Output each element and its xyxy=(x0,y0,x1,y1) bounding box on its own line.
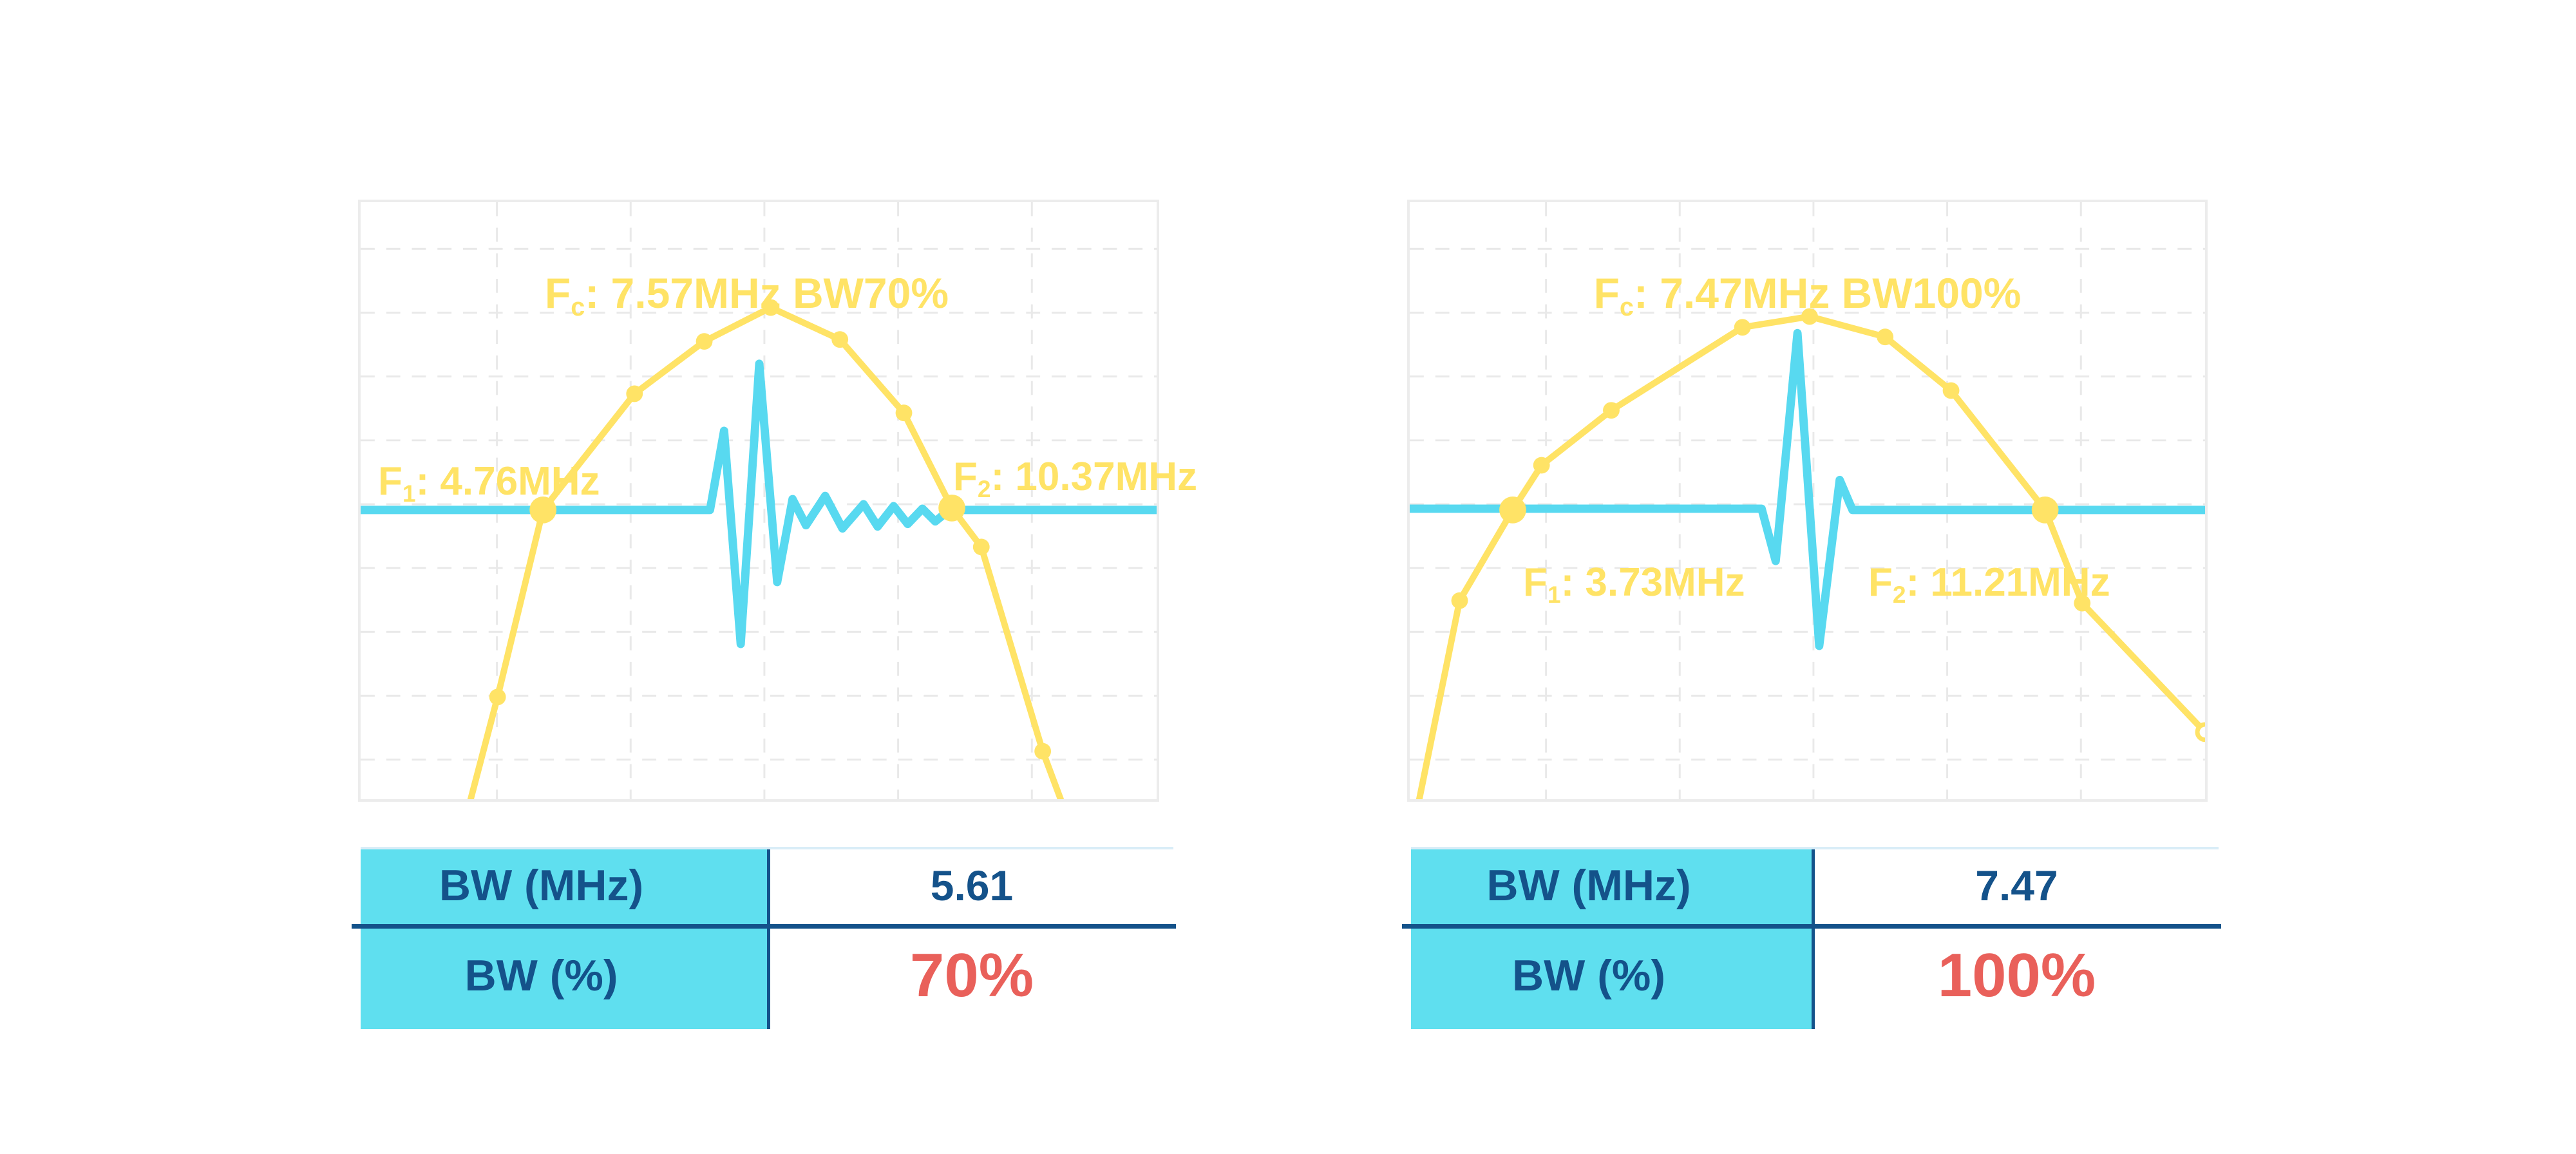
bw-pct-label-cell: BW (%) xyxy=(1411,922,1815,1029)
fc-symbol: F xyxy=(1593,269,1620,317)
table-row: BW (%) 70% xyxy=(361,922,1173,1029)
bw-table-bw70: BW (MHz) 5.61 BW (%) 70% xyxy=(352,847,1176,1029)
fc-annotation: Fc: 7.47MHz BW100% xyxy=(1594,272,2022,320)
f1-annotation: F1: 3.73MHz xyxy=(1523,563,1745,607)
f2-annotation: F2: 11.21MHz xyxy=(1868,563,2110,607)
table-divider-line xyxy=(1402,924,2221,929)
fc-value-text: : 7.47MHz BW100% xyxy=(1633,269,2022,317)
bw-mhz-label-cell: BW (MHz) xyxy=(1411,849,1815,922)
bw-pct-value-cell: 70% xyxy=(909,940,1034,1010)
bw-pct-value-cell: 100% xyxy=(1937,940,2096,1010)
f2-value-text: : 10.37MHz xyxy=(990,455,1198,499)
table-row: BW (MHz) 5.61 xyxy=(361,849,1173,922)
bw-table-bw100: BW (MHz) 7.47 BW (%) 100% xyxy=(1402,847,2221,1029)
f1-subscript: 1 xyxy=(1547,581,1561,609)
table-divider-line xyxy=(352,924,1176,929)
f2-symbol: F xyxy=(1868,560,1893,605)
fc-value-text: : 7.57MHz BW70% xyxy=(585,269,949,317)
f1-value-text: : 4.76MHz xyxy=(415,459,600,504)
fc-subscript: c xyxy=(1619,292,1634,321)
fc-subscript: c xyxy=(571,292,585,321)
f1-annotation: F1: 4.76MHz xyxy=(378,462,600,506)
chart-panel-bw70: Fc: 7.57MHz BW70% F1: 4.76MHz F2: 10.37M… xyxy=(358,200,1197,802)
bw100-chart-canvas xyxy=(1410,202,2205,799)
f2-subscript: 2 xyxy=(1892,581,1906,609)
f1-value-text: : 3.73MHz xyxy=(1560,560,1745,605)
fc-symbol: F xyxy=(544,269,571,317)
f1-symbol: F xyxy=(378,459,402,504)
bw-mhz-value-cell: 5.61 xyxy=(930,862,1014,909)
f2-symbol: F xyxy=(953,455,978,499)
f1-symbol: F xyxy=(1523,560,1548,605)
bw-pct-label-cell: BW (%) xyxy=(361,922,770,1029)
f1-subscript: 1 xyxy=(402,480,416,507)
bw70-chart-canvas xyxy=(361,202,1157,799)
table-row: BW (%) 100% xyxy=(1411,922,2219,1029)
f2-subscript: 2 xyxy=(977,475,991,503)
bw-mhz-label-cell: BW (MHz) xyxy=(361,849,770,922)
chart-panel-bw100: Fc: 7.47MHz BW100% F1: 3.73MHz F2: 11.21… xyxy=(1407,200,2208,802)
f2-annotation: F2: 10.37MHz xyxy=(953,457,1197,501)
table-row: BW (MHz) 7.47 xyxy=(1411,849,2219,922)
fc-annotation: Fc: 7.57MHz BW70% xyxy=(545,272,949,320)
f2-value-text: : 11.21MHz xyxy=(1906,560,2110,605)
bw-mhz-value-cell: 7.47 xyxy=(1975,862,2058,909)
